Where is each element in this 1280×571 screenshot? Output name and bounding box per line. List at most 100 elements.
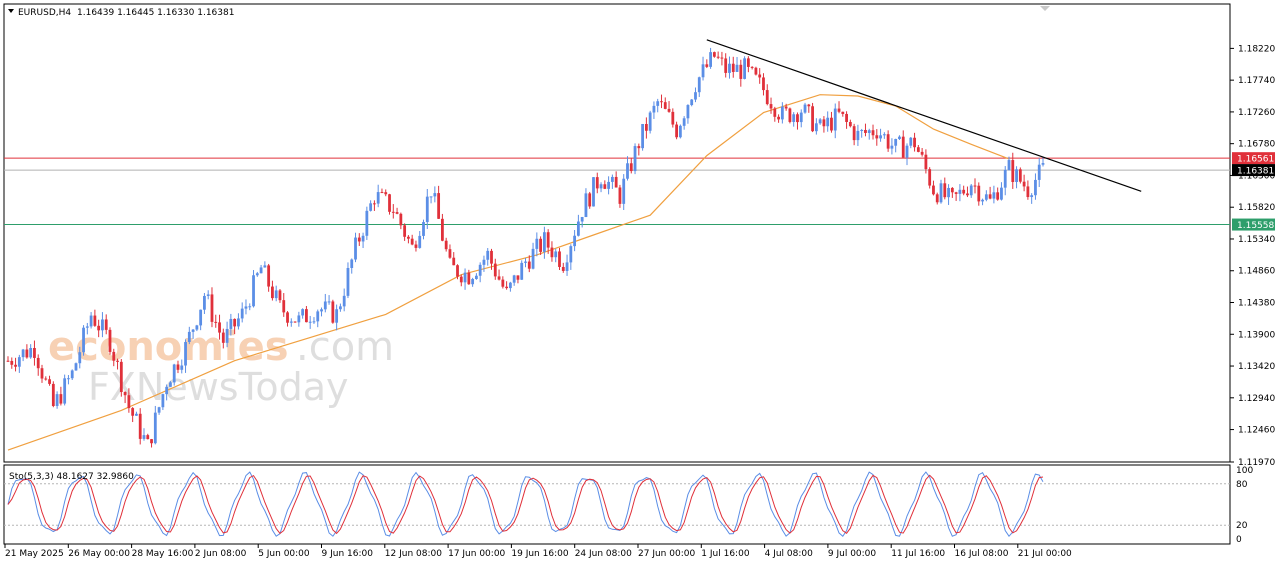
candle-body: [78, 352, 82, 364]
candle-body: [433, 193, 437, 197]
chart-menu-triangle-icon[interactable]: [8, 9, 14, 13]
candle-body: [603, 184, 607, 189]
x-axis-tick-label: 4 Jul 08:00: [765, 549, 814, 559]
price-level-label: 1.15558: [1237, 221, 1274, 231]
candle-body: [573, 235, 577, 247]
stoch-axis-label: 80: [1236, 480, 1248, 490]
candle-body: [728, 63, 731, 73]
candle-body: [263, 265, 267, 268]
candle-body: [754, 67, 758, 75]
candle-body: [229, 318, 233, 329]
candle-body: [879, 135, 882, 139]
candle-body: [407, 236, 410, 239]
price-level-label-bg: [1232, 164, 1275, 177]
candle-body: [297, 315, 301, 323]
trendline[interactable]: [706, 39, 1142, 192]
candle-body: [656, 101, 660, 106]
candle-body: [966, 193, 969, 196]
candle-body: [474, 275, 478, 279]
candle-body: [856, 130, 860, 141]
main-plot-frame: [3, 3, 1231, 463]
candle-body: [637, 146, 641, 149]
stochastic-label: Sto(5,3,3) 48.1627 32.9860: [9, 472, 134, 482]
candle-body: [369, 203, 373, 211]
candle-body: [17, 357, 21, 367]
candle-body: [886, 134, 890, 149]
candle-body: [172, 364, 176, 383]
candle-body: [542, 232, 546, 252]
candle-body: [380, 192, 384, 194]
candle-body: [210, 294, 214, 322]
candle-body: [814, 123, 818, 132]
candle-body: [924, 154, 928, 170]
stoch-axis-label: 20: [1236, 521, 1248, 531]
candle-body: [459, 276, 463, 283]
scroll-marker-icon[interactable]: [1040, 6, 1050, 11]
candle-body: [599, 184, 603, 189]
candle-body: [671, 111, 675, 125]
candle-body: [157, 407, 161, 413]
candle-body: [561, 266, 565, 271]
y-axis-tick-label: 1.12940: [1238, 394, 1275, 404]
candle-body: [841, 111, 845, 114]
candle-body: [508, 282, 512, 289]
candle-body: [244, 306, 248, 309]
candle-body: [108, 329, 112, 352]
candle-body: [629, 163, 633, 172]
candle-body: [1003, 169, 1007, 188]
candle-body: [274, 290, 278, 299]
candle-body: [501, 279, 505, 287]
candle-body: [410, 238, 414, 245]
y-axis-tick-label: 1.17740: [1238, 76, 1275, 86]
y-axis-tick-label: 1.15820: [1238, 203, 1275, 213]
candle-body: [807, 104, 811, 107]
candle-body: [716, 56, 720, 58]
candle-body: [357, 237, 361, 242]
candle-body: [335, 309, 339, 323]
candle-body: [746, 58, 750, 67]
candle-body: [206, 294, 210, 296]
candle-body: [448, 249, 452, 258]
candle-body: [1041, 163, 1045, 165]
candle-body: [758, 74, 762, 78]
candle-body: [580, 217, 584, 222]
candle-body: [403, 225, 407, 237]
candle-body: [490, 250, 493, 264]
candle-body: [199, 309, 203, 326]
candle-body: [74, 363, 78, 371]
candle-body: [610, 176, 614, 182]
candle-body: [777, 116, 780, 120]
candle-body: [932, 185, 935, 195]
candle-body: [663, 102, 667, 109]
x-axis-tick-label: 21 Jul 00:00: [1018, 549, 1072, 559]
y-axis-tick-label: 1.14380: [1238, 299, 1275, 309]
candle-body: [346, 267, 350, 296]
candle-body: [830, 117, 833, 131]
candle-body: [894, 138, 898, 146]
candle-body: [592, 177, 595, 207]
candle-body: [44, 378, 48, 380]
candle-body: [554, 251, 558, 258]
candle-body: [248, 306, 252, 308]
candle-body: [614, 176, 618, 188]
candle-body: [308, 321, 312, 323]
candle-body: [131, 408, 135, 416]
candle-body: [123, 392, 127, 396]
x-axis-tick-label: 16 Jul 08:00: [955, 549, 1009, 559]
candle-body: [376, 192, 380, 204]
candle-body: [127, 395, 131, 409]
candle-body: [803, 104, 807, 113]
candle-body: [482, 259, 486, 265]
candle-body: [969, 185, 973, 196]
candle-body: [882, 134, 886, 136]
candle-body: [867, 130, 871, 133]
candle-body: [70, 370, 74, 379]
candle-body: [652, 105, 656, 113]
y-axis-tick-label: 1.18220: [1238, 44, 1275, 54]
candle-body: [169, 382, 172, 387]
candle-body: [55, 394, 59, 406]
x-axis-tick-label: 1 Jul 16:00: [701, 549, 750, 559]
candle-body: [765, 90, 769, 105]
